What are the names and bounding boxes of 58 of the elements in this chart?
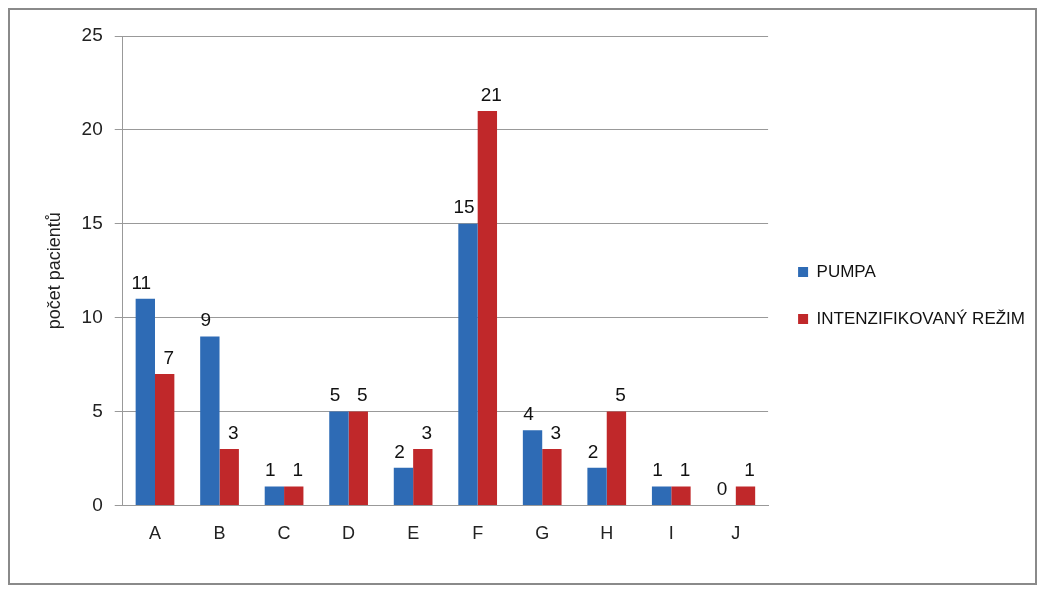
data-label: 3 bbox=[421, 421, 433, 443]
y-tick-label: 0 bbox=[92, 493, 103, 515]
data-label: 9 bbox=[200, 309, 212, 331]
x-tick-label: F bbox=[472, 523, 484, 544]
x-tick-label: G bbox=[535, 523, 550, 544]
data-label: 1 bbox=[744, 459, 755, 481]
y-tick-label: 10 bbox=[81, 305, 103, 327]
bar bbox=[348, 411, 368, 505]
x-tick-label: D bbox=[342, 523, 356, 544]
bar bbox=[135, 298, 155, 505]
bar bbox=[284, 486, 304, 505]
bar bbox=[735, 486, 756, 505]
y-axis-title: počet pacientů bbox=[43, 212, 64, 330]
data-label: 2 bbox=[394, 440, 405, 462]
y-tick-label: 5 bbox=[92, 399, 103, 421]
bar bbox=[413, 449, 433, 505]
legend-label: PUMPA bbox=[816, 261, 877, 281]
data-label: 11 bbox=[131, 271, 152, 293]
bar bbox=[155, 373, 175, 505]
data-label: 15 bbox=[453, 196, 475, 218]
x-tick-label: E bbox=[407, 523, 420, 544]
bar bbox=[458, 223, 478, 505]
data-label: 1 bbox=[265, 459, 276, 481]
bar bbox=[671, 486, 691, 505]
data-label: 4 bbox=[523, 403, 535, 425]
bar bbox=[329, 411, 349, 505]
bar bbox=[522, 430, 543, 505]
y-tick-label: 25 bbox=[81, 24, 103, 46]
x-tick-label: C bbox=[277, 523, 291, 544]
data-label: 7 bbox=[163, 346, 174, 368]
bar bbox=[542, 449, 562, 505]
x-tick-label: B bbox=[213, 523, 226, 544]
y-tick-label: 20 bbox=[81, 118, 103, 140]
bar bbox=[264, 486, 285, 505]
data-label: 1 bbox=[652, 459, 663, 481]
data-label: 2 bbox=[587, 440, 599, 462]
legend-label: INTENZIFIKOVANÝ REŽIM bbox=[816, 308, 1026, 328]
x-tick-label: J bbox=[731, 523, 741, 544]
x-tick-label: H bbox=[600, 523, 614, 544]
data-label: 5 bbox=[357, 384, 368, 406]
data-label: 1 bbox=[679, 459, 691, 481]
x-tick-label: A bbox=[148, 523, 162, 544]
bar bbox=[651, 486, 672, 505]
bar bbox=[219, 449, 239, 505]
bar bbox=[200, 336, 220, 505]
x-tick-label: I bbox=[668, 523, 674, 544]
data-label: 3 bbox=[227, 421, 239, 443]
bar bbox=[477, 111, 498, 505]
data-label: 1 bbox=[292, 459, 304, 481]
data-label: 21 bbox=[480, 83, 502, 105]
data-label: 5 bbox=[615, 384, 626, 406]
bar bbox=[587, 467, 607, 505]
y-tick-label: 15 bbox=[81, 211, 103, 233]
bar bbox=[393, 467, 414, 505]
bar bbox=[606, 411, 627, 505]
data-label: 5 bbox=[329, 384, 341, 406]
data-label: 0 bbox=[716, 478, 728, 500]
data-label: 3 bbox=[550, 421, 562, 443]
